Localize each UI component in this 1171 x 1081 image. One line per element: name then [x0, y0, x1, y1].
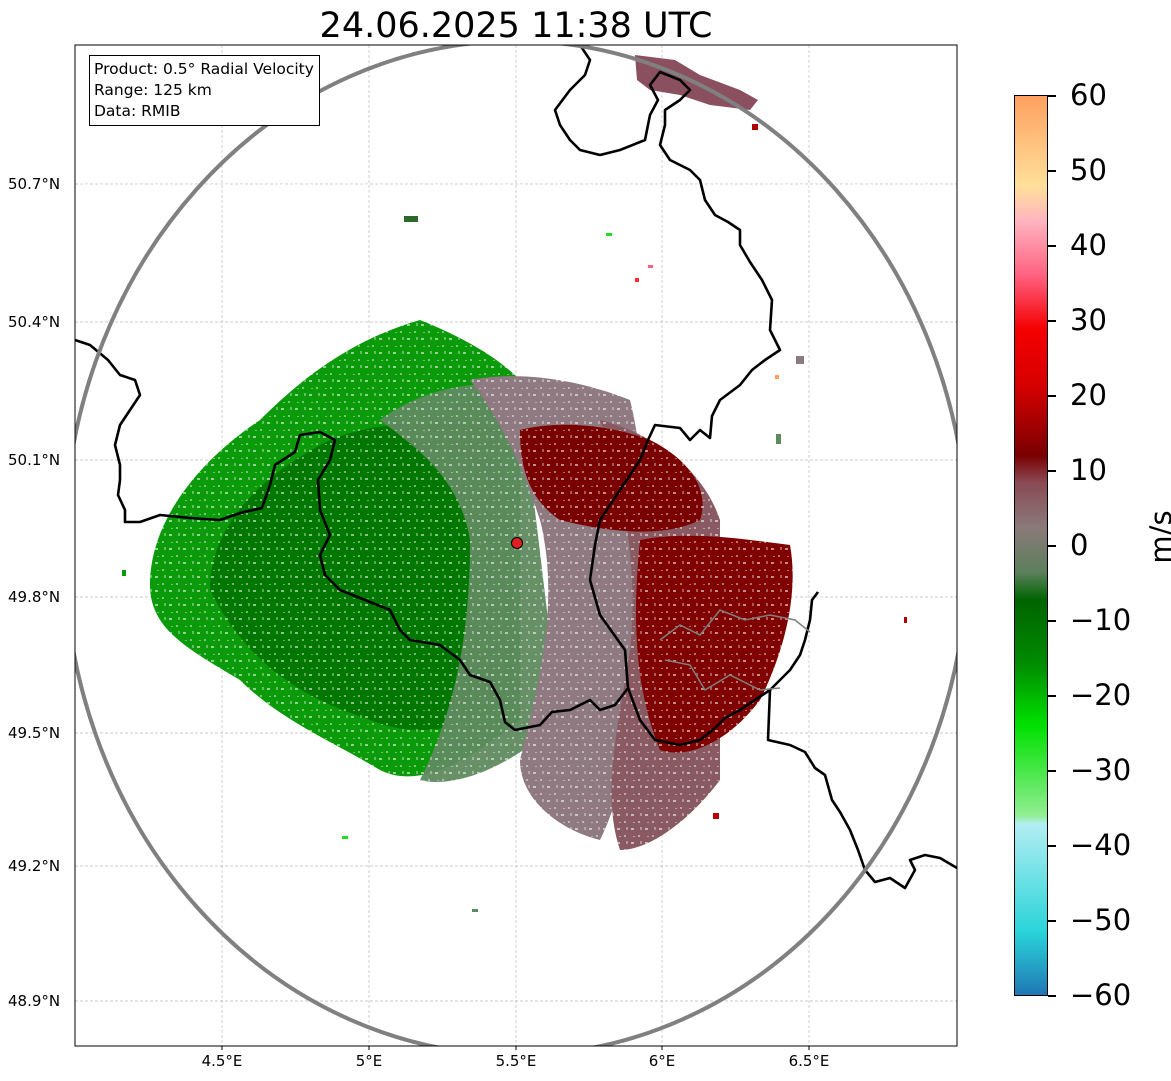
lat-tick-label: 50.1°N	[8, 451, 61, 469]
colorbar-tick	[1048, 395, 1056, 397]
radar-site-marker	[511, 537, 523, 549]
lat-tick-label: 48.9°N	[8, 992, 61, 1010]
lon-tick-label: 6°E	[648, 1052, 676, 1070]
axis-ticks	[221, 1046, 810, 1050]
colorbar-tick-label: 10	[1070, 453, 1107, 487]
colorbar-tick	[1048, 95, 1056, 97]
colorbar-tick-label: 60	[1070, 78, 1107, 112]
colorbar-tick-label: −20	[1070, 678, 1132, 712]
colorbar-tick	[1048, 770, 1056, 772]
colorbar-tick-label: 40	[1070, 228, 1107, 262]
velocity-echoes	[75, 45, 957, 1046]
range-label: Range: 125 km	[94, 81, 212, 99]
product-label: Product: 0.5° Radial Velocity	[94, 60, 314, 78]
colorbar-tick	[1048, 545, 1056, 547]
colorbar-tick	[1048, 995, 1056, 997]
colorbar-tick	[1048, 320, 1056, 322]
colorbar-tick	[1048, 470, 1056, 472]
lon-tick-label: 4.5°E	[201, 1052, 243, 1070]
colorbar-tick-label: 0	[1070, 528, 1089, 562]
lat-tick-label: 49.5°N	[8, 724, 61, 742]
colorbar-tick-label: 20	[1070, 378, 1107, 412]
lat-tick-label: 50.4°N	[8, 313, 61, 331]
colorbar-tick	[1048, 620, 1056, 622]
map-title: 24.06.2025 11:38 UTC	[319, 6, 713, 46]
velocity-colorbar	[1014, 95, 1048, 996]
product-info-box: Product: 0.5° Radial Velocity Range: 125…	[89, 55, 320, 126]
colorbar-tick-label: −60	[1070, 978, 1132, 1012]
colorbar-tick-label: −50	[1070, 903, 1132, 937]
colorbar-tick-label: 30	[1070, 303, 1107, 337]
lon-tick-label: 5°E	[355, 1052, 383, 1070]
lon-tick-label: 6.5°E	[788, 1052, 830, 1070]
lon-tick-label: 5.5°E	[495, 1052, 537, 1070]
colorbar-tick-label: −10	[1070, 603, 1132, 637]
lat-tick-label: 50.7°N	[8, 175, 61, 193]
colorbar-tick	[1048, 920, 1056, 922]
colorbar-tick-label: 50	[1070, 153, 1107, 187]
colorbar-tick-label: −30	[1070, 753, 1132, 787]
lat-tick-label: 49.8°N	[8, 588, 61, 606]
river	[659, 609, 811, 692]
colorbar-tick	[1048, 170, 1056, 172]
colorbar-tick	[1048, 845, 1056, 847]
colorbar-unit-label: m/s	[1144, 510, 1171, 564]
country-borders	[75, 45, 957, 890]
data-source-label: Data: RMIB	[94, 102, 181, 120]
colorbar-tick	[1048, 245, 1056, 247]
colorbar-tick	[1048, 695, 1056, 697]
lat-tick-label: 49.2°N	[8, 857, 61, 875]
colorbar-tick-label: −40	[1070, 828, 1132, 862]
